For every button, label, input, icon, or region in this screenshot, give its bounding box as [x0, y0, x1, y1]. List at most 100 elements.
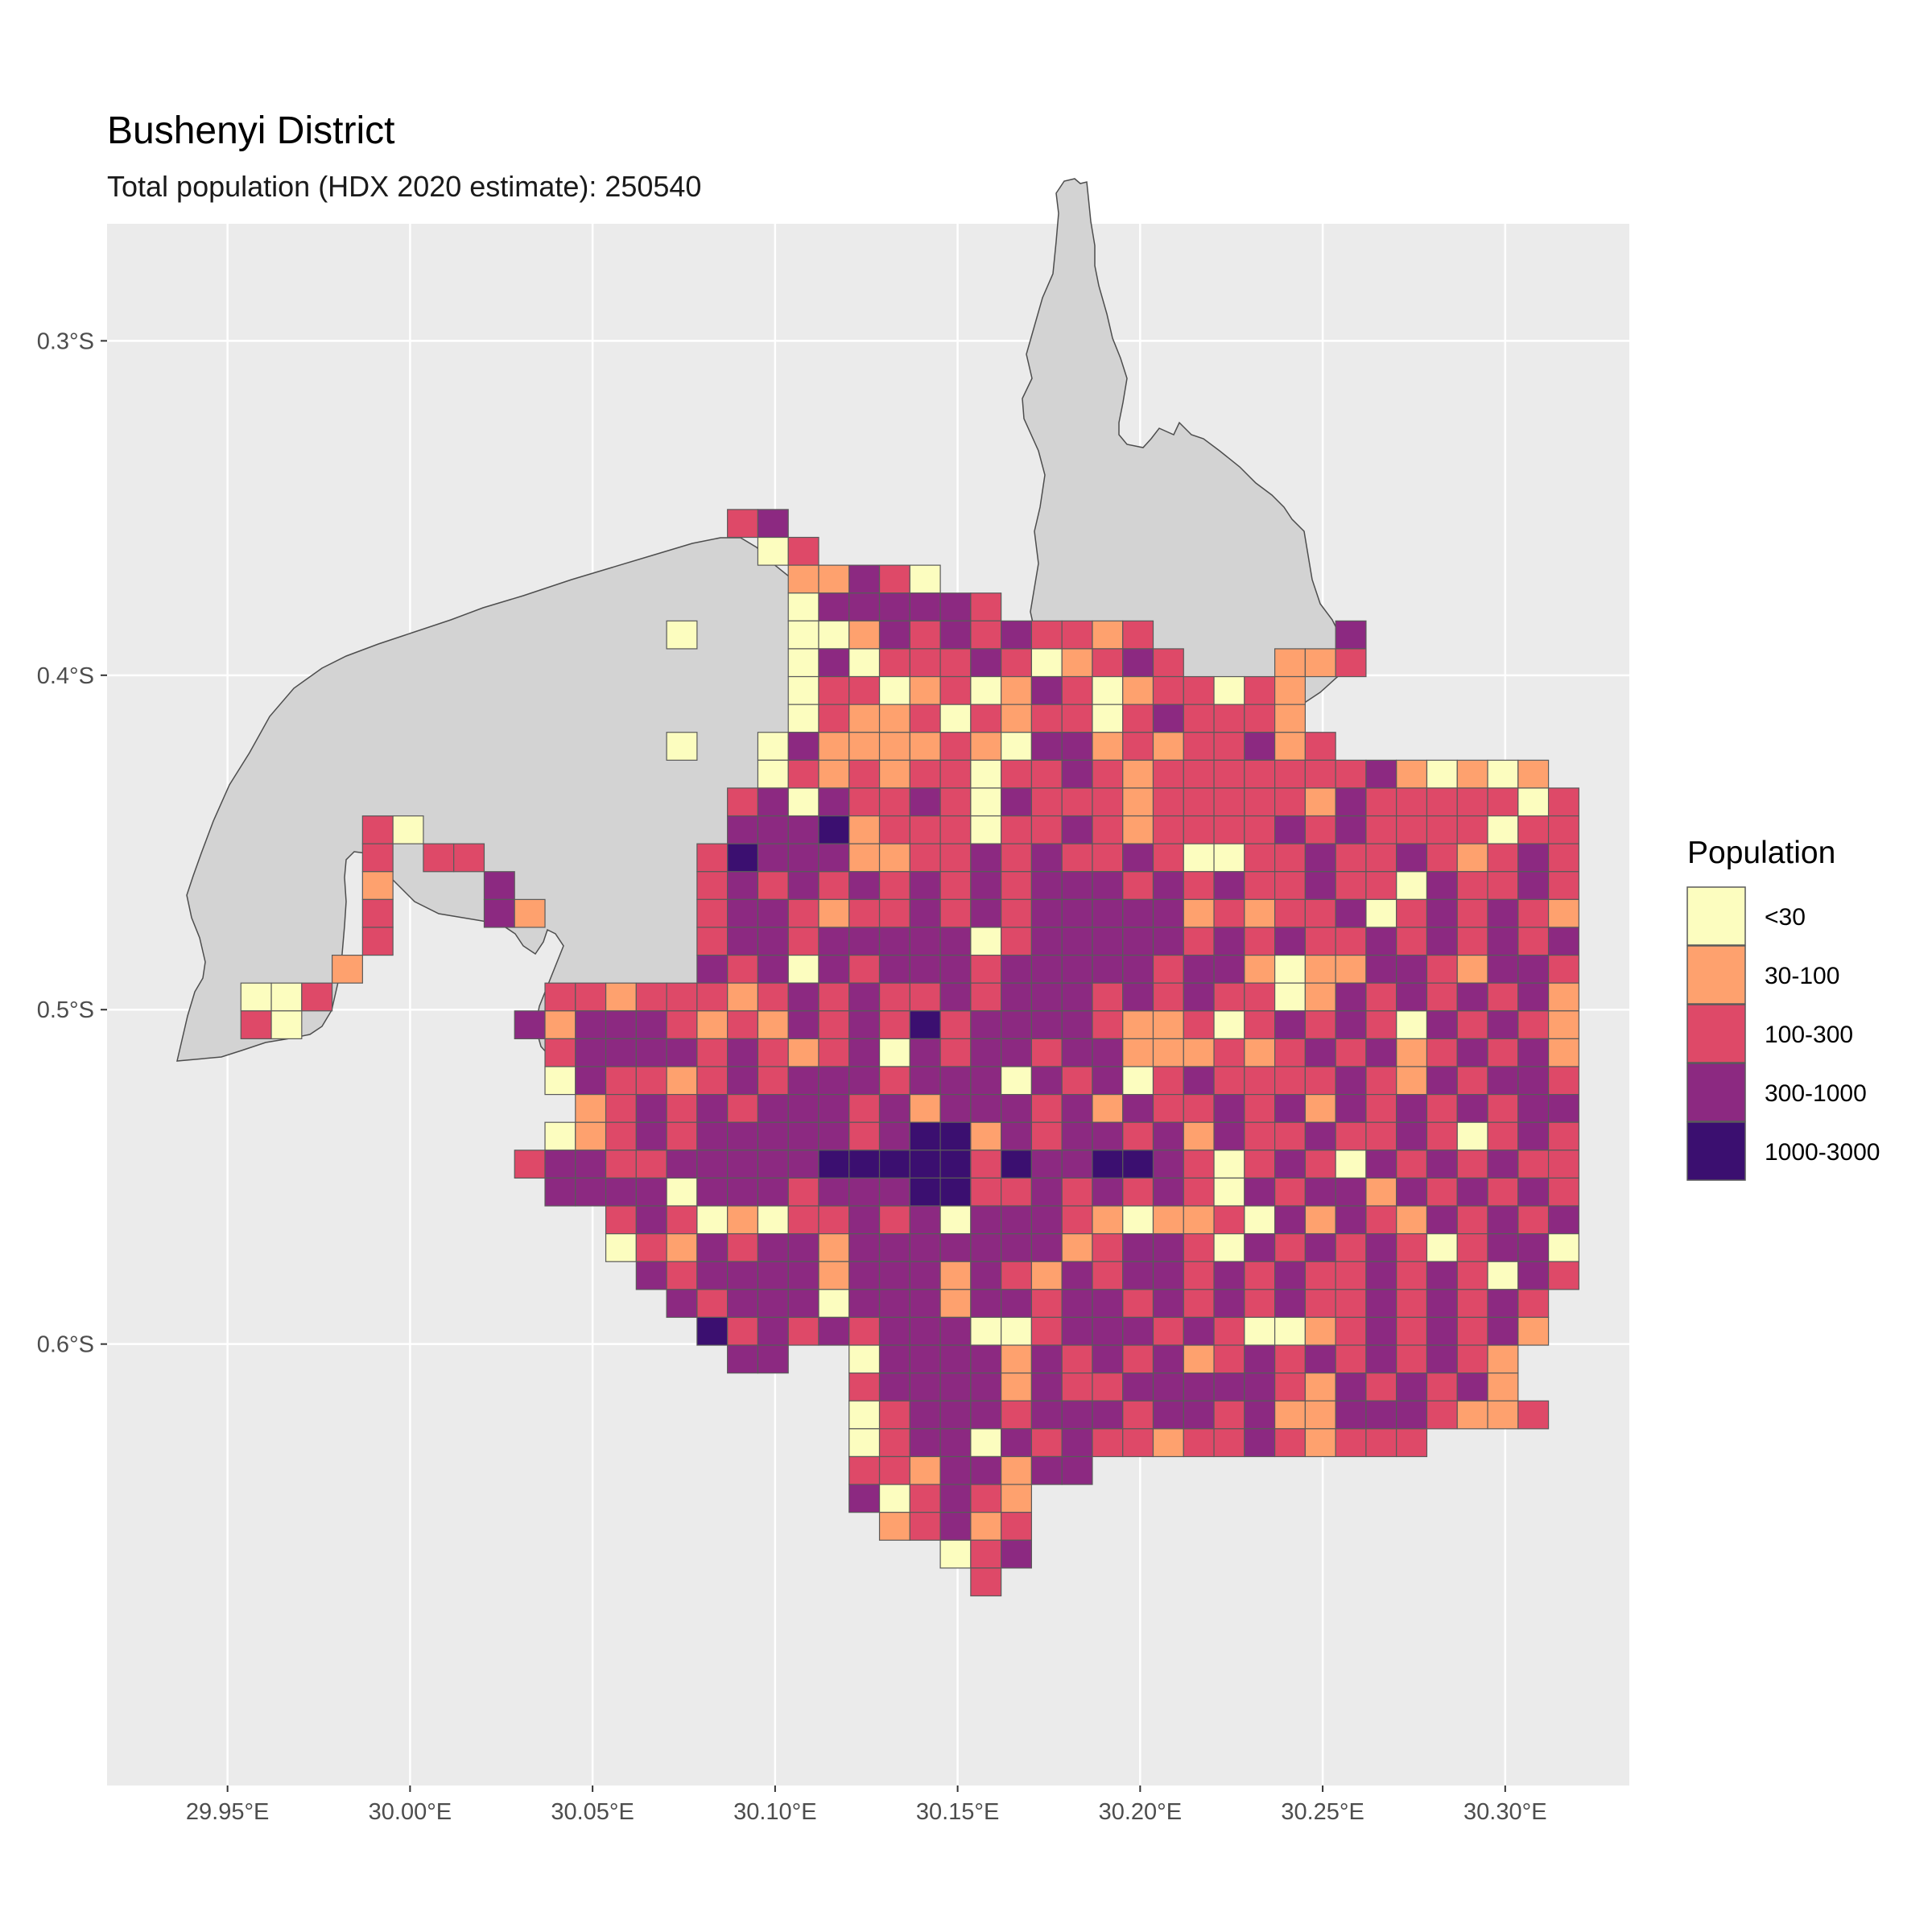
population-cell — [1030, 1038, 1063, 1067]
population-cell — [1122, 620, 1154, 650]
population-cell — [1547, 1177, 1579, 1207]
population-cell — [878, 954, 910, 984]
population-cell — [1396, 843, 1428, 873]
population-cell — [696, 1289, 729, 1319]
population-cell — [1152, 898, 1184, 928]
population-cell — [1122, 1428, 1154, 1458]
population-cell — [1244, 954, 1276, 984]
population-cell — [1183, 1066, 1215, 1096]
population-cell — [1244, 1205, 1276, 1235]
population-cell — [757, 1205, 789, 1235]
population-cell — [1274, 1316, 1306, 1346]
population-cell — [1061, 1177, 1093, 1207]
population-cell — [1335, 1289, 1367, 1319]
population-cell — [787, 1121, 819, 1151]
population-cell — [939, 704, 972, 733]
population-cell — [970, 1373, 1002, 1402]
population-cell — [970, 1316, 1002, 1346]
population-cell — [1426, 1094, 1458, 1123]
population-cell — [1547, 954, 1579, 984]
population-cell — [1152, 1177, 1184, 1207]
population-cell — [1517, 1121, 1550, 1151]
population-cell — [878, 871, 910, 900]
population-cell — [787, 732, 819, 761]
population-cell — [240, 1010, 272, 1039]
population-cell — [970, 759, 1002, 789]
population-cell — [1426, 1344, 1458, 1374]
population-cell — [635, 1205, 667, 1235]
population-cell — [1092, 787, 1124, 817]
population-cell — [1122, 648, 1154, 678]
population-cell — [1335, 1066, 1367, 1096]
population-cell — [605, 1094, 637, 1123]
population-cell — [1274, 675, 1306, 705]
population-cell — [635, 982, 667, 1012]
population-cell — [1122, 732, 1154, 761]
population-cell — [878, 1038, 910, 1067]
population-cell — [605, 1150, 637, 1179]
population-cell — [1456, 1205, 1488, 1235]
population-cell — [1517, 1316, 1550, 1346]
population-cell — [818, 927, 850, 956]
population-cell — [1244, 1121, 1276, 1151]
population-cell — [970, 898, 1002, 928]
population-cell — [696, 927, 729, 956]
population-cell — [1122, 1373, 1154, 1402]
population-cell — [787, 843, 819, 873]
population-cell — [909, 1344, 941, 1374]
population-cell — [1183, 675, 1215, 705]
population-cell — [1517, 1289, 1550, 1319]
population-cell — [1001, 843, 1033, 873]
population-cell — [787, 1289, 819, 1319]
population-cell — [1001, 1484, 1033, 1513]
population-cell — [666, 982, 698, 1012]
population-cell — [1122, 1205, 1154, 1235]
population-cell — [757, 982, 789, 1012]
population-cell — [757, 1038, 789, 1067]
population-cell — [1213, 982, 1245, 1012]
population-cell — [666, 1261, 698, 1290]
population-cell — [1426, 815, 1458, 844]
population-cell — [848, 1261, 881, 1290]
population-cell — [1030, 954, 1063, 984]
population-cell — [1213, 1373, 1245, 1402]
population-cell — [909, 620, 941, 650]
population-cell — [1396, 1400, 1428, 1430]
population-cell — [878, 787, 910, 817]
population-cell — [1092, 704, 1124, 733]
population-cell — [1517, 843, 1550, 873]
population-cell — [1122, 1344, 1154, 1374]
population-cell — [1304, 787, 1336, 817]
population-cell — [1244, 1289, 1276, 1319]
population-cell — [1213, 1038, 1245, 1067]
population-cell — [727, 1233, 759, 1262]
population-cell — [787, 1066, 819, 1096]
population-cell — [970, 1150, 1002, 1179]
population-cell — [970, 1455, 1002, 1485]
population-cell — [1456, 1373, 1488, 1402]
population-cell — [909, 815, 941, 844]
population-cell — [970, 732, 1002, 761]
population-cell — [787, 675, 819, 705]
population-cell — [970, 1205, 1002, 1235]
population-cell — [1274, 704, 1306, 733]
legend-keys: <30 30-100 100-300 300-1000 1000-3000 — [1686, 886, 1880, 1181]
population-cell — [787, 927, 819, 956]
population-cell — [1001, 1316, 1033, 1346]
population-cell — [575, 982, 607, 1012]
population-cell — [1396, 1261, 1428, 1290]
population-cell — [1456, 1150, 1488, 1179]
population-cell — [1547, 1261, 1579, 1290]
population-cell — [909, 843, 941, 873]
population-cell — [605, 1010, 637, 1039]
population-cell — [1274, 787, 1306, 817]
population-cell — [1183, 1373, 1215, 1402]
population-cell — [605, 1038, 637, 1067]
population-cell — [878, 1150, 910, 1179]
population-cell — [1213, 898, 1245, 928]
population-cell — [1456, 1261, 1488, 1290]
population-cell — [1244, 787, 1276, 817]
population-cell — [1001, 1233, 1033, 1262]
population-cell — [575, 1094, 607, 1123]
population-cell — [1304, 1289, 1336, 1319]
